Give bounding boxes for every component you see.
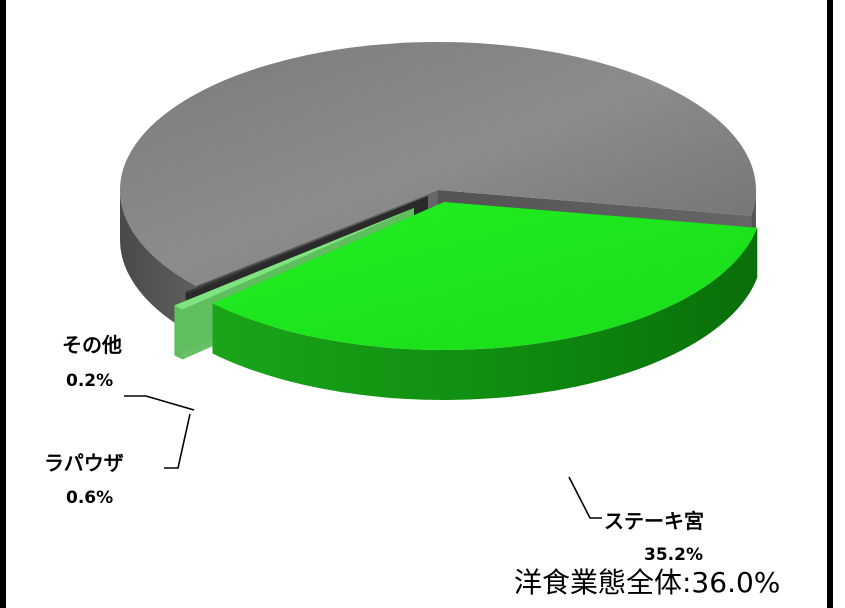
slice-label-rapauza: ラパウザ — [44, 451, 124, 475]
pie-slice-wall — [120, 190, 196, 336]
pie-slice-top — [174, 208, 414, 310]
slice-label-sonota: その他 — [62, 333, 122, 357]
slice-pct-steakmiya: 35.2% — [644, 545, 703, 565]
slice-pct-rapauza: 0.6% — [66, 488, 113, 508]
pie-slice-top — [119, 42, 757, 286]
pie-slice-steakmiya — [212, 202, 758, 401]
pie-slice-wall — [212, 227, 758, 401]
pie-slice-top — [212, 202, 758, 350]
leader-line-rapauza — [164, 413, 191, 469]
slice-pct-sonota: 0.2% — [66, 371, 113, 391]
pie-slice-top — [185, 196, 428, 294]
leader-line-steakmiya — [568, 476, 602, 519]
pie-chart: その他 0.2% ラパウザ 0.6% ステーキ宮 35.2% 洋食業態全体:36… — [44, 42, 780, 599]
total-label: 洋食業態全体:36.0% — [514, 566, 780, 599]
pie-slice-wall — [174, 305, 183, 360]
slice-label-steakmiya: ステーキ宮 — [604, 509, 704, 533]
leader-line-sonota — [124, 395, 195, 411]
